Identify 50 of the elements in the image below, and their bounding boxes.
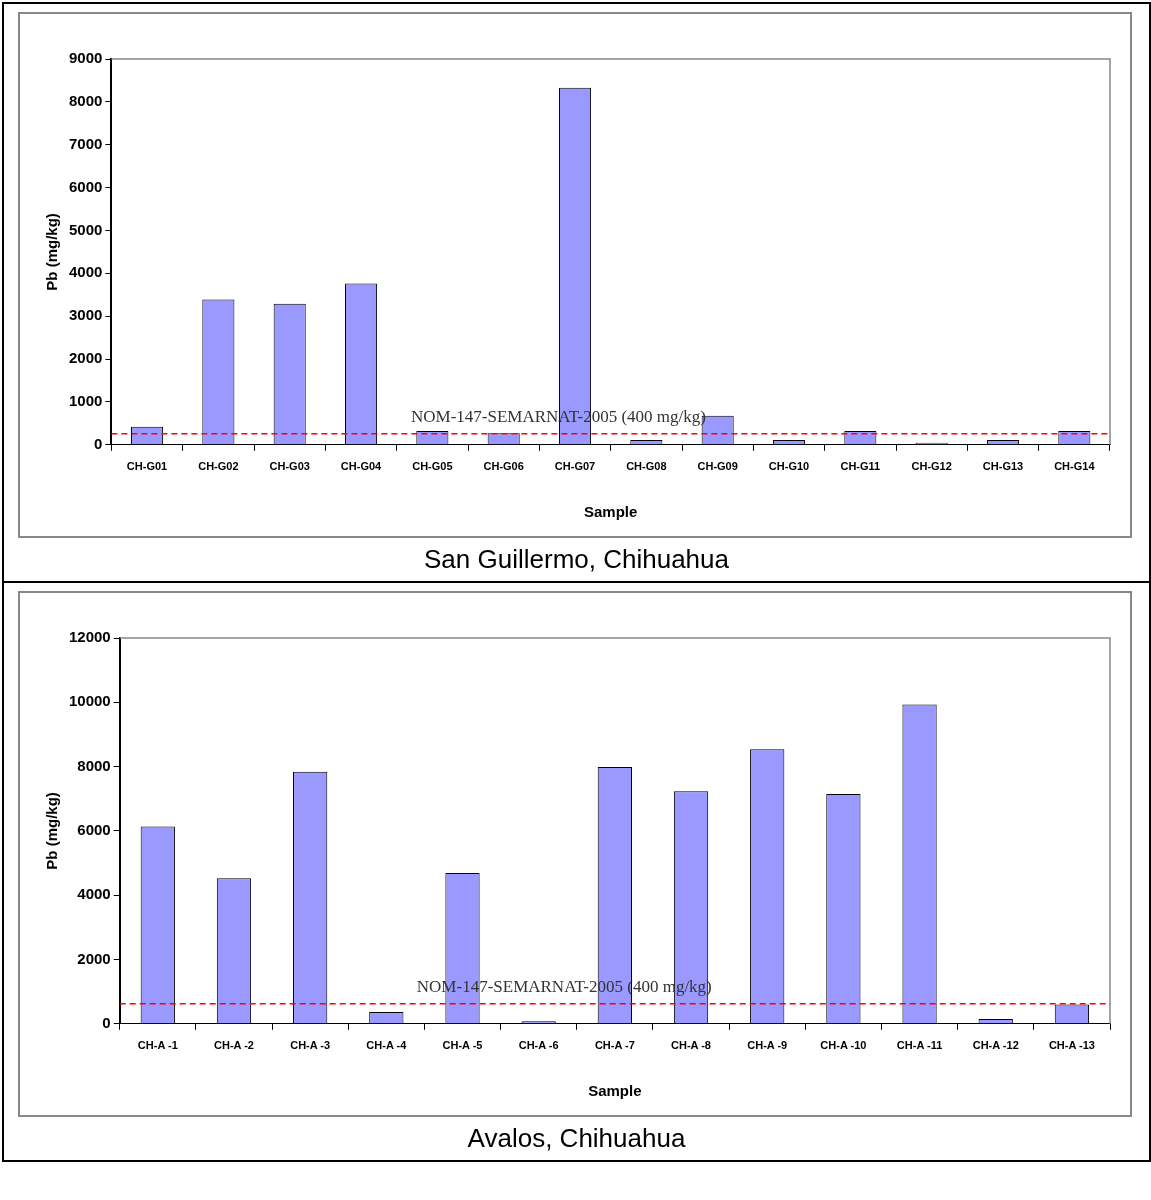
y-tick-label: 0 (94, 434, 103, 452)
text: San Guillermo, Chihuahua (423, 543, 730, 576)
x-tick-label: CH-G06 (483, 460, 524, 473)
x-axis-title: Sample (588, 1082, 642, 1100)
y-tick-label: 2000 (77, 949, 111, 967)
x-tick-label: CH-A -2 (214, 1039, 254, 1052)
y-axis-title: Pb (mg/kg) (43, 213, 61, 291)
x-tick-label: CH-G10 (768, 460, 810, 473)
y-tick-label: 0 (102, 1013, 111, 1031)
x-tick-label: CH-A -11 (896, 1039, 943, 1052)
x-tick-label: CH-A -9 (747, 1039, 788, 1052)
x-axis-title: Sample (584, 503, 638, 521)
y-tick-label: 8000 (68, 92, 103, 110)
x-tick-label: CH-G14 (1054, 460, 1096, 473)
y-tick-label: 9000 (68, 49, 103, 67)
x-tick-label: CH-A -4 (366, 1039, 408, 1052)
y-tick-label: 12000 (68, 628, 111, 646)
y-tick-label: 6000 (77, 821, 111, 839)
x-tick-label: CH-A -13 (1048, 1039, 1095, 1052)
x-tick-label: CH-G12 (911, 460, 952, 473)
x-tick-label: CH-A -10 (820, 1039, 867, 1052)
x-tick-label: CH-A -12 (972, 1039, 1019, 1052)
y-axis-title: Pb (mg/kg) (43, 792, 61, 870)
x-tick-label: CH-A -8 (671, 1039, 711, 1052)
y-tick-label: 8000 (77, 756, 111, 774)
x-tick-label: CH-G01 (126, 460, 168, 473)
x-tick-label: CH-G05 (412, 460, 453, 473)
x-tick-label: CH-A -6 (518, 1039, 559, 1052)
text: Avalos, Chihuahua (466, 1122, 687, 1155)
x-tick-label: CH-G11 (840, 460, 881, 473)
y-tick-label: 7000 (68, 134, 103, 152)
y-tick-label: 4000 (68, 263, 103, 281)
x-tick-label: CH-A -5 (442, 1039, 483, 1052)
y-tick-label: 3000 (68, 306, 103, 324)
x-tick-label: CH-G09 (697, 460, 738, 473)
y-tick-label: 10000 (68, 692, 111, 710)
y-tick-label: 6000 (68, 177, 103, 195)
x-tick-label: CH-A -1 (137, 1039, 178, 1052)
y-tick-label: 4000 (77, 885, 111, 903)
x-tick-label: CH-G13 (982, 460, 1024, 473)
x-tick-label: CH-G07 (554, 460, 596, 473)
y-tick-label: 2000 (68, 349, 103, 367)
y-tick-label: 1000 (68, 392, 103, 410)
x-tick-label: CH-A -7 (594, 1039, 635, 1052)
y-tick-label: 5000 (68, 220, 103, 238)
x-tick-label: CH-A -3 (290, 1039, 331, 1052)
x-tick-label: CH-G04 (340, 460, 383, 473)
x-tick-label: CH-G03 (269, 460, 310, 473)
x-tick-label: CH-G02 (198, 460, 239, 473)
x-tick-label: CH-G08 (626, 460, 667, 473)
